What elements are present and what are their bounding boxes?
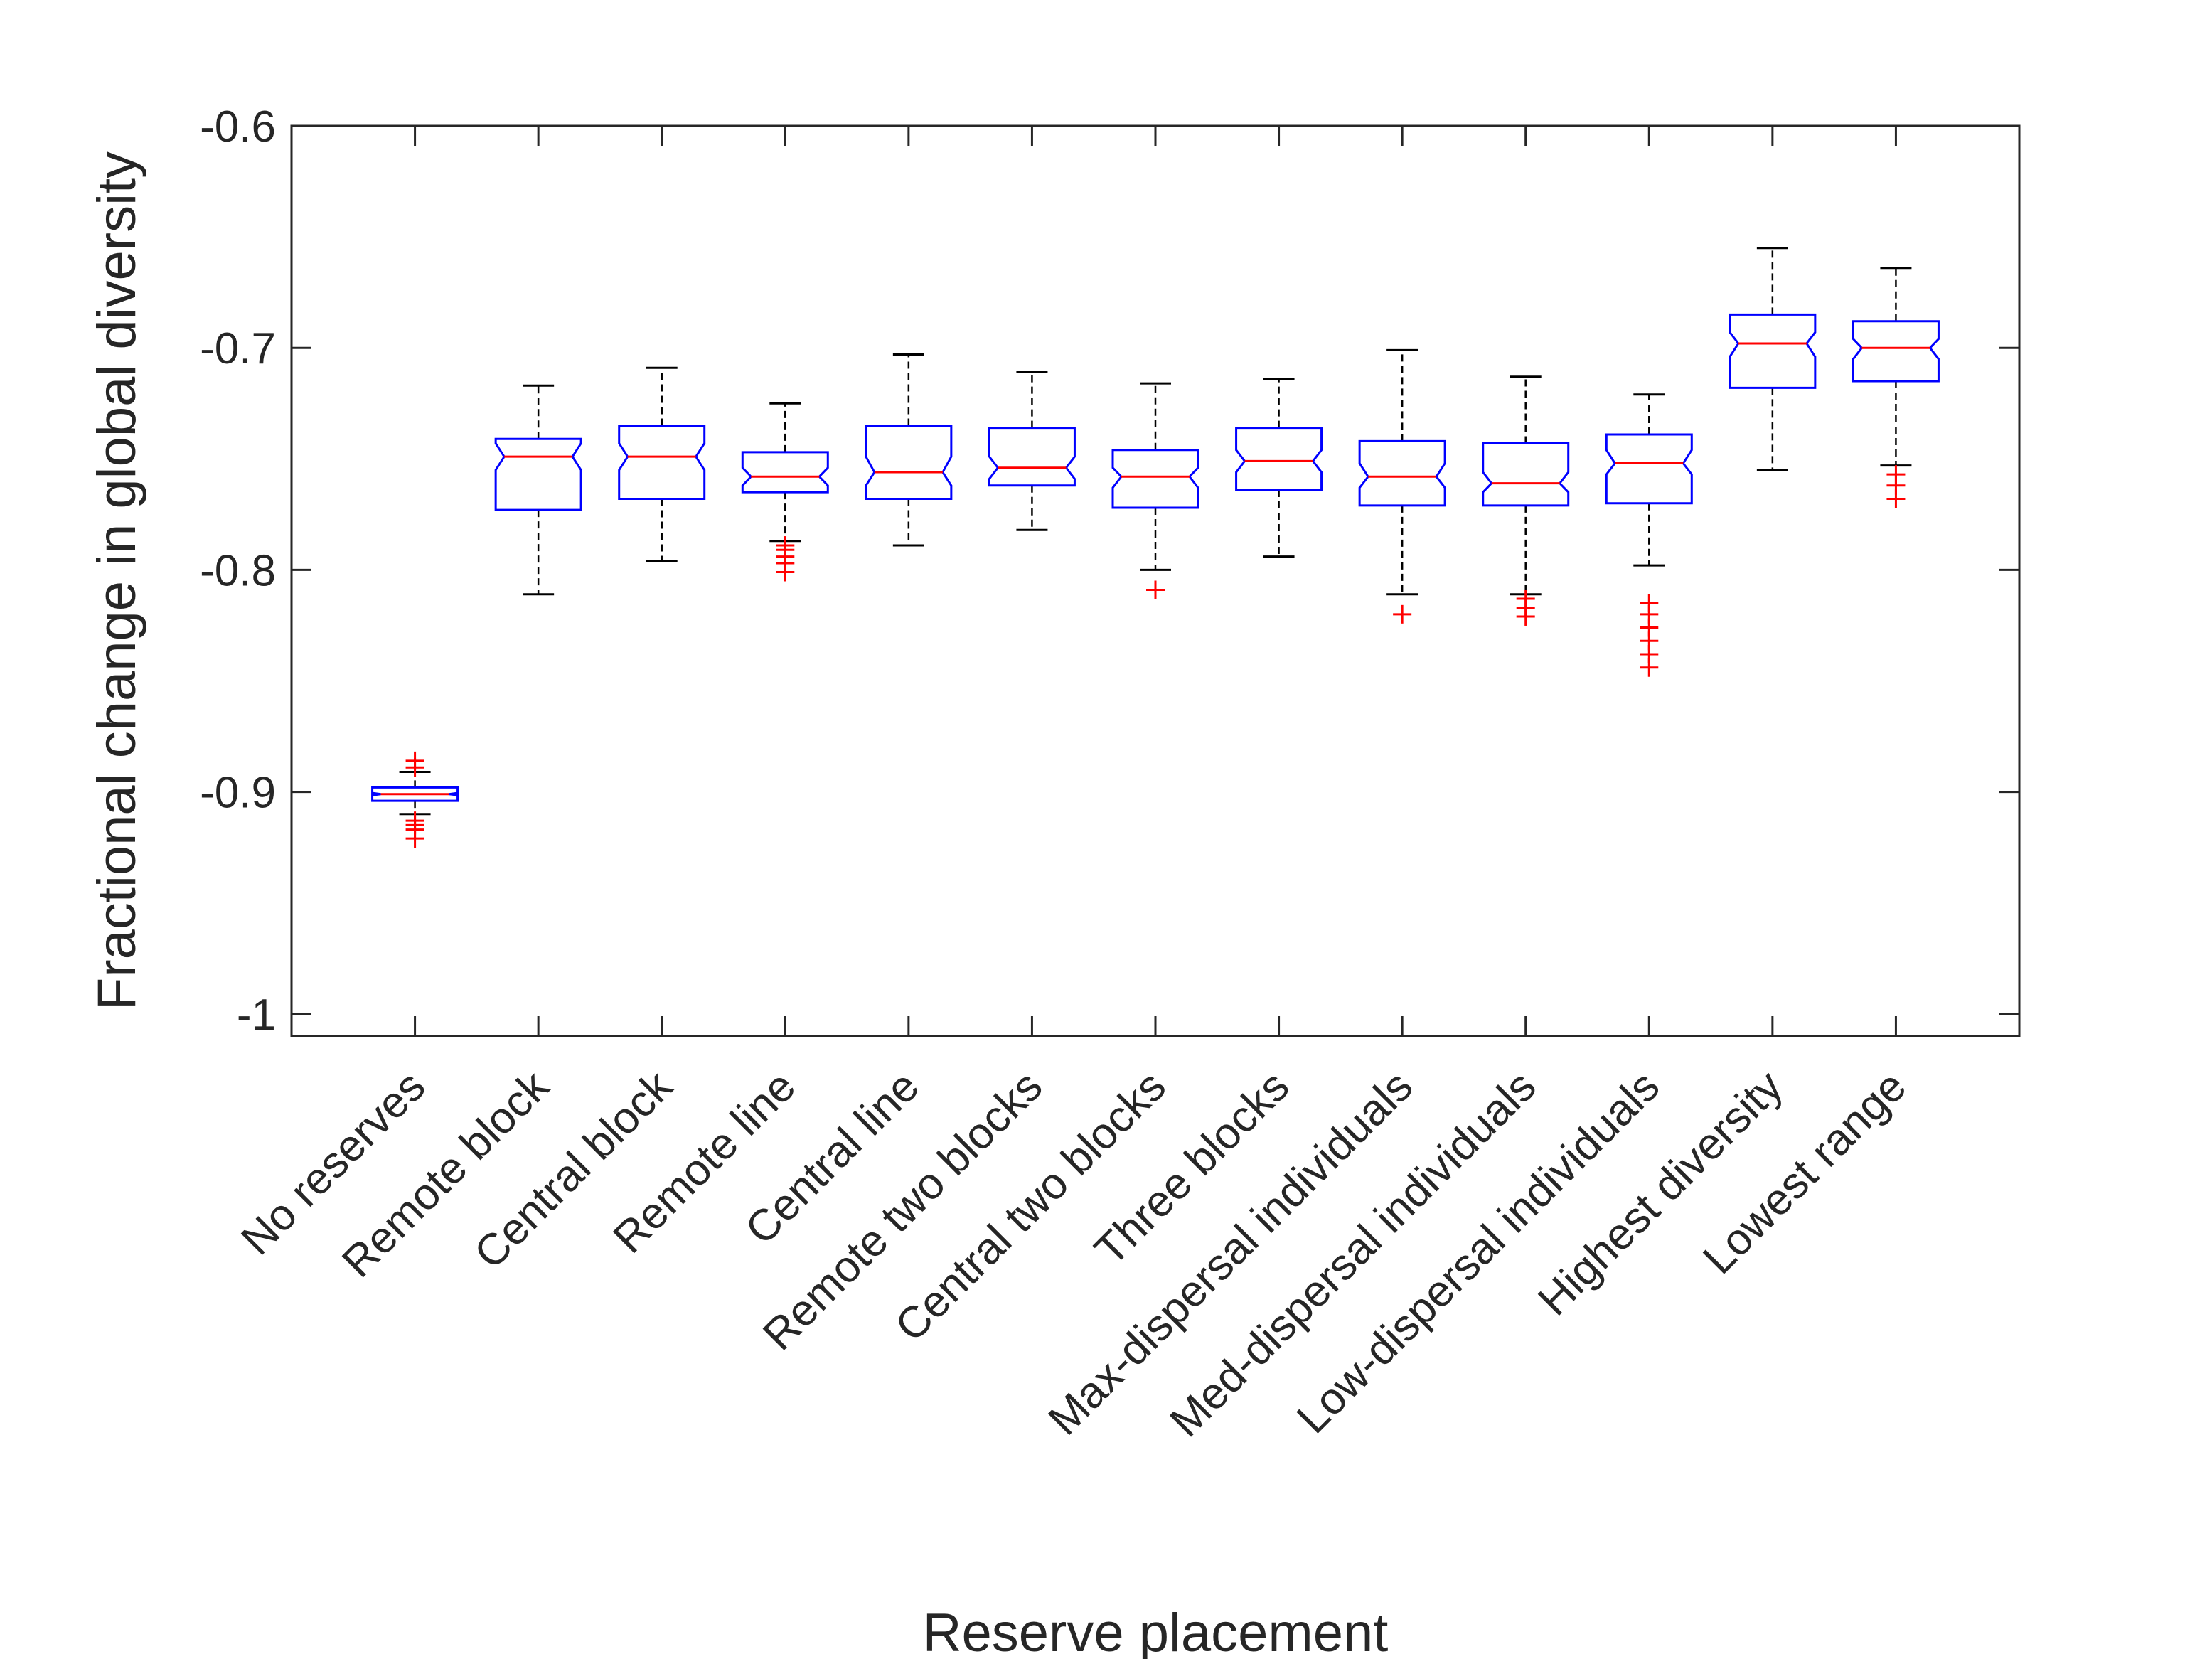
y-axis-title: Fractional change in global diversity xyxy=(87,151,147,1010)
box-group xyxy=(1358,348,1446,624)
box-group xyxy=(1235,378,1323,558)
x-axis-title: Reserve placement xyxy=(923,1603,1389,1659)
notched-box xyxy=(494,437,582,511)
box-group xyxy=(741,402,829,582)
outlier-marker xyxy=(1516,607,1535,626)
box-group xyxy=(1111,382,1199,599)
notched-box xyxy=(865,424,953,500)
outlier-marker xyxy=(1640,658,1659,677)
box-group xyxy=(494,384,582,596)
notched-box xyxy=(1111,449,1199,509)
box-group xyxy=(1852,267,1940,508)
outlier-marker xyxy=(1146,580,1165,599)
notched-box xyxy=(1482,442,1570,507)
plot-frame xyxy=(290,124,2021,1037)
y-tick-label: -1 xyxy=(237,991,276,1040)
box-group xyxy=(865,353,953,547)
y-tick-label: -0.7 xyxy=(200,324,276,373)
notched-box xyxy=(1358,439,1446,507)
notched-box xyxy=(618,424,706,500)
box-group xyxy=(1482,375,1570,626)
box-group xyxy=(618,366,706,562)
y-tick-label: -0.6 xyxy=(200,102,276,151)
notched-box xyxy=(371,786,459,802)
notched-box xyxy=(1235,427,1323,491)
outlier-marker xyxy=(405,758,424,777)
box-group xyxy=(1605,393,1693,677)
box-group xyxy=(988,371,1076,531)
outlier-marker xyxy=(776,562,795,582)
notched-box xyxy=(1852,320,1940,383)
box-group xyxy=(1729,247,1817,471)
y-axis-ticks: -1 -0.9 -0.8 -0.7 -0.6 xyxy=(200,102,2019,1040)
outlier-marker xyxy=(1886,489,1906,508)
y-tick-label: -0.8 xyxy=(200,546,276,595)
notched-box xyxy=(1605,433,1693,505)
outlier-marker xyxy=(1393,604,1412,624)
box-group xyxy=(371,751,459,848)
notched-box xyxy=(1729,313,1817,389)
y-tick-label: -0.9 xyxy=(200,769,276,818)
boxes-layer xyxy=(371,247,1940,848)
notched-box xyxy=(988,427,1076,487)
outlier-marker xyxy=(405,829,424,848)
notched-box xyxy=(741,451,829,494)
